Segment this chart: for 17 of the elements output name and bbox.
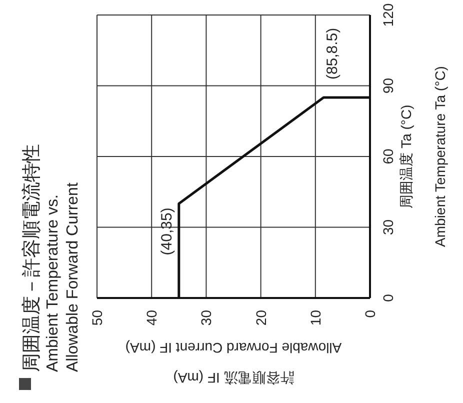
text: Ambient Temperature vs. Allowable Forward Current [44,182,82,372]
x-tick-label: 10 [307,310,324,326]
y-tick-label: 90 [380,78,396,94]
x-tick-label: 30 [198,310,214,326]
text: 周囲温度－許容順電流特性 [20,144,42,372]
text: 周囲温度 Ta (°C) Ambient Temperature Ta (°C) [398,66,448,247]
y-tick-label: 60 [380,148,396,164]
y-tick-label: 120 [380,3,396,27]
x-tick-label: 50 [89,310,105,326]
x-axis-title: 許容順電流 IF (mA) Allowable Forward Current IF (mA) [125,340,342,386]
annotation: (40,35) [158,208,176,256]
y-tick-label: 0 [380,294,396,302]
annotation: (85,8.5) [324,28,342,80]
x-tick-label: 20 [252,310,269,326]
x-tick-label: 0 [362,310,378,318]
x-tick-label: 40 [144,310,160,326]
y-tick-label: 30 [380,219,396,236]
